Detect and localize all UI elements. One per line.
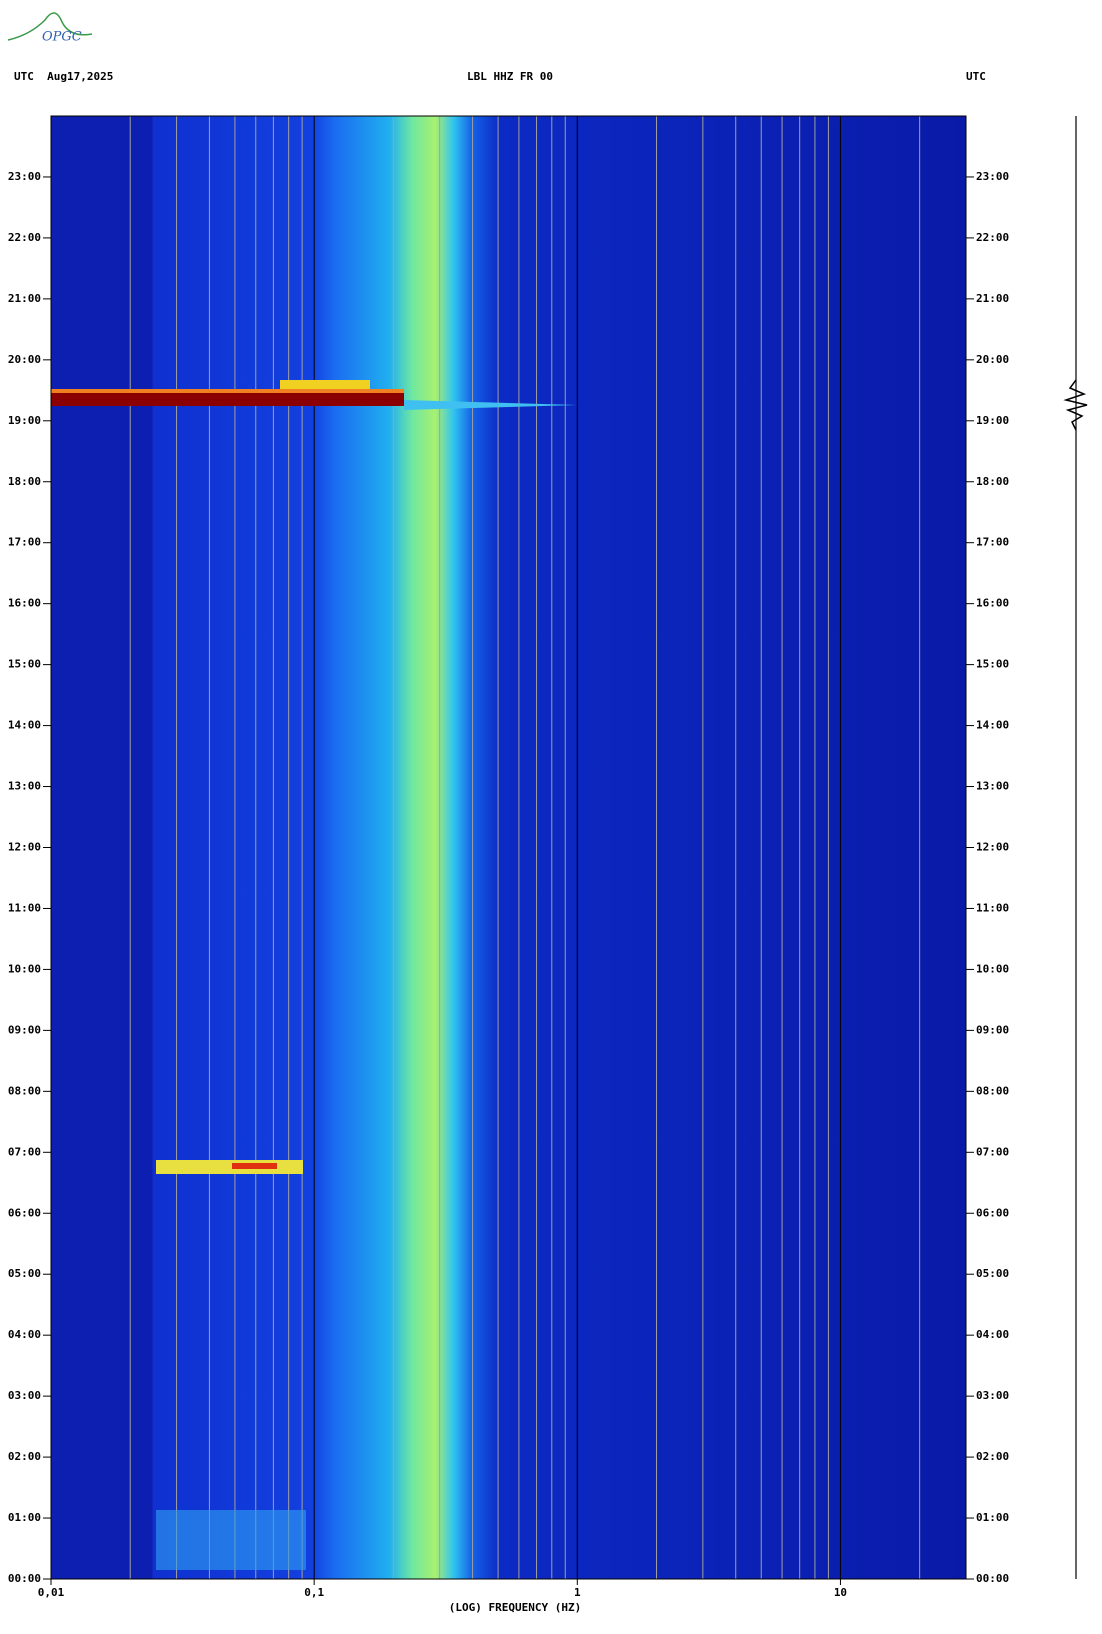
seismogram bbox=[1063, 116, 1088, 1579]
y-tick-label: 02:00 bbox=[8, 1450, 41, 1463]
y-tick-label: 16:00 bbox=[8, 597, 41, 610]
y-tick-label: 19:00 bbox=[8, 414, 41, 427]
events bbox=[51, 380, 577, 1570]
y-tick-label: 17:00 bbox=[976, 536, 1009, 549]
y-tick-label: 04:00 bbox=[976, 1328, 1009, 1341]
logo-text: OPGC bbox=[42, 30, 82, 45]
y-tick-label: 05:00 bbox=[976, 1267, 1009, 1280]
y-tick-label: 18:00 bbox=[976, 475, 1009, 488]
y-tick-label: 12:00 bbox=[8, 841, 41, 854]
y-tick-label: 10:00 bbox=[8, 962, 41, 975]
header-right: UTC bbox=[966, 70, 986, 83]
spectrogram bbox=[51, 116, 966, 1579]
y-tick-label: 08:00 bbox=[976, 1084, 1009, 1097]
logo: OPGC bbox=[7, 12, 93, 45]
y-tick-label: 15:00 bbox=[976, 658, 1009, 671]
axes: 0,01 0,1 1 10 00:00 00:00 01:00 01:00 02:00 02:00… bbox=[8, 115, 1009, 1599]
y-tick-label: 20:00 bbox=[8, 353, 41, 366]
y-tick-label: 02:00 bbox=[976, 1450, 1009, 1463]
x-tick-label: 1 bbox=[574, 1586, 581, 1599]
event-edge bbox=[51, 389, 404, 393]
event-band bbox=[51, 393, 404, 406]
x-tick-label: 0,1 bbox=[304, 1586, 324, 1599]
y-tick-label: 23:00 bbox=[976, 170, 1009, 183]
noise-band bbox=[156, 1510, 306, 1570]
x-axis-label: (LOG) FREQUENCY (HZ) bbox=[449, 1601, 581, 1614]
y-tick-label: 14:00 bbox=[976, 719, 1009, 732]
y-tick-label: 05:00 bbox=[8, 1267, 41, 1280]
y-tick-label: 03:00 bbox=[976, 1389, 1009, 1402]
y-tick-label: 11:00 bbox=[8, 901, 41, 914]
y-tick-label: 07:00 bbox=[8, 1145, 41, 1158]
header-left: UTC Aug17,2025 bbox=[14, 70, 113, 83]
y-tick-label: 13:00 bbox=[8, 780, 41, 793]
y-tick-label: 22:00 bbox=[8, 231, 41, 244]
event-band bbox=[156, 1160, 303, 1174]
y-tick-label: 22:00 bbox=[976, 231, 1009, 244]
event-edge bbox=[280, 380, 370, 389]
y-tick-label: 09:00 bbox=[976, 1023, 1009, 1036]
y-tick-label: 21:00 bbox=[976, 292, 1009, 305]
y-tick-label: 01:00 bbox=[976, 1511, 1009, 1524]
y-tick-label: 10:00 bbox=[976, 962, 1009, 975]
y-tick-label: 23:00 bbox=[8, 170, 41, 183]
y-tick-label: 08:00 bbox=[8, 1084, 41, 1097]
y-tick-label: 15:00 bbox=[8, 658, 41, 671]
y-tick-label: 09:00 bbox=[8, 1023, 41, 1036]
y-tick-label: 03:00 bbox=[8, 1389, 41, 1402]
y-tick-label: 00:00 bbox=[8, 1572, 41, 1585]
y-tick-label: 13:00 bbox=[976, 780, 1009, 793]
x-tick-label: 0,01 bbox=[38, 1586, 65, 1599]
y-tick-label: 01:00 bbox=[8, 1511, 41, 1524]
y-tick-label: 04:00 bbox=[8, 1328, 41, 1341]
y-tick-label: 12:00 bbox=[976, 841, 1009, 854]
event-tail bbox=[404, 400, 577, 410]
y-tick-label: 20:00 bbox=[976, 353, 1009, 366]
y-tick-label: 18:00 bbox=[8, 475, 41, 488]
x-tick-label: 10 bbox=[834, 1586, 847, 1599]
y-tick-label: 19:00 bbox=[976, 414, 1009, 427]
y-tick-label: 16:00 bbox=[976, 597, 1009, 610]
y-tick-label: 21:00 bbox=[8, 292, 41, 305]
y-tick-label: 17:00 bbox=[8, 536, 41, 549]
header-center: LBL HHZ FR 00 bbox=[467, 70, 553, 83]
y-tick-label: 06:00 bbox=[8, 1206, 41, 1219]
y-tick-label: 11:00 bbox=[976, 901, 1009, 914]
y-tick-label: 14:00 bbox=[8, 719, 41, 732]
y-tick-label: 00:00 bbox=[976, 1572, 1009, 1585]
y-tick-label: 06:00 bbox=[976, 1206, 1009, 1219]
y-tick-label: 07:00 bbox=[976, 1145, 1009, 1158]
event-core bbox=[232, 1163, 277, 1169]
